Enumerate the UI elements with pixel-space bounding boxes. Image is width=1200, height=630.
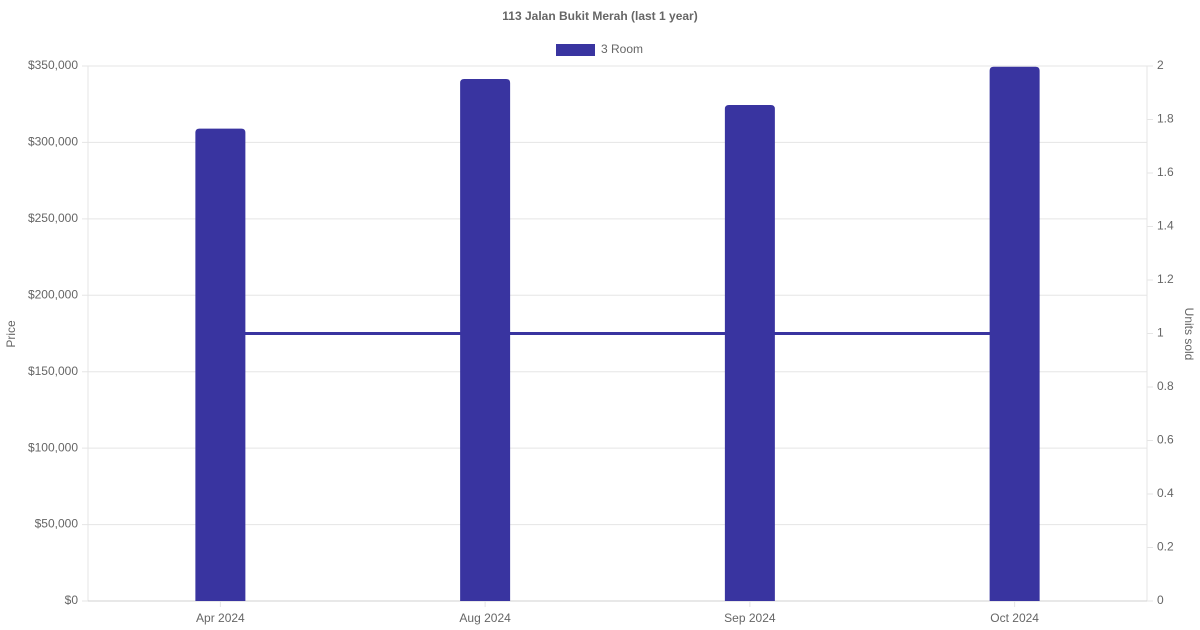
- y2-tick-label: 0.8: [1157, 379, 1174, 393]
- legend-label: 3 Room: [601, 42, 643, 56]
- legend-swatch: [556, 44, 595, 56]
- x-tick-label: Oct 2024: [990, 611, 1039, 625]
- y-tick-label: $350,000: [28, 58, 78, 72]
- y2-tick-label: 1.4: [1157, 219, 1174, 233]
- y2-tick-label: 1.8: [1157, 112, 1174, 126]
- x-tick-label: Aug 2024: [459, 611, 511, 625]
- chart-title: 113 Jalan Bukit Merah (last 1 year): [502, 9, 697, 23]
- y2-tick-label: 1: [1157, 326, 1164, 340]
- y-tick-label: $100,000: [28, 440, 78, 454]
- y2-axis-label: Units sold: [1182, 308, 1196, 361]
- y-axis-label: Price: [4, 320, 18, 348]
- y-tick-label: $50,000: [35, 517, 79, 531]
- bar: [460, 78, 511, 601]
- x-tick-label: Sep 2024: [724, 611, 776, 625]
- bar: [724, 104, 775, 601]
- y-tick-label: $200,000: [28, 287, 78, 301]
- y2-tick-label: 1.2: [1157, 272, 1174, 286]
- y2-tick-label: 0.2: [1157, 540, 1174, 554]
- y2-tick-label: 0.4: [1157, 486, 1174, 500]
- bar: [195, 128, 246, 601]
- y2-tick-label: 2: [1157, 58, 1164, 72]
- y-tick-label: $300,000: [28, 135, 78, 149]
- y2-tick-label: 0.6: [1157, 433, 1174, 447]
- y-tick-label: $0: [65, 593, 79, 607]
- bar: [989, 66, 1040, 601]
- y-tick-label: $250,000: [28, 211, 78, 225]
- y2-tick-label: 1.6: [1157, 165, 1174, 179]
- y-tick-label: $150,000: [28, 364, 78, 378]
- y2-tick-label: 0: [1157, 593, 1164, 607]
- x-tick-label: Apr 2024: [196, 611, 245, 625]
